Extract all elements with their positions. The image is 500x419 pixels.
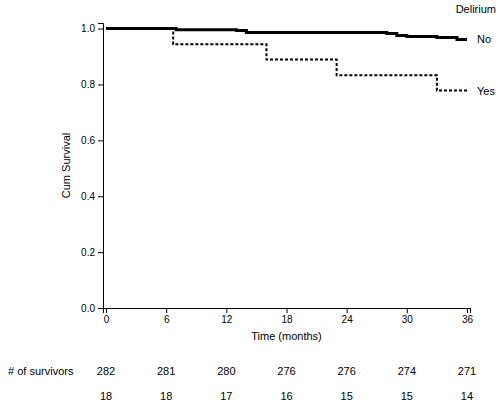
x-tick-mark: [347, 308, 348, 313]
legend-title: Delirium: [456, 3, 496, 15]
y-tick-label: 0.0: [81, 303, 95, 314]
x-tick: 30: [402, 308, 414, 325]
x-tick-label: 36: [462, 314, 474, 325]
at-risk-count: 271: [458, 365, 476, 377]
legend-entry: Yes: [477, 85, 495, 97]
x-tick-label: 24: [342, 314, 354, 325]
y-tick: 0.4: [81, 191, 103, 202]
x-tick: 36: [462, 308, 474, 325]
at-risk-count: 15: [341, 390, 353, 402]
y-tick: 0.2: [81, 247, 103, 258]
x-axis-title: Time (months): [251, 330, 322, 342]
x-tick: 0: [104, 308, 110, 325]
at-risk-count: 14: [461, 390, 473, 402]
y-axis-line: [98, 24, 104, 309]
y-axis-title: Cum Survival: [60, 133, 72, 198]
y-tick: 0.8: [81, 79, 103, 90]
at-risk-label: # of survivors: [8, 365, 74, 377]
x-tick-mark: [407, 308, 408, 313]
y-tick: 0.6: [81, 135, 103, 146]
y-tick-mark: [98, 84, 103, 85]
x-tick-mark: [467, 308, 468, 313]
y-tick-label: 0.4: [81, 191, 95, 202]
x-tick-mark: [287, 308, 288, 313]
at-risk-count: 280: [217, 365, 235, 377]
y-tick-label: 0.6: [81, 135, 95, 146]
x-tick-label: 0: [104, 314, 110, 325]
legend-entry: No: [477, 33, 491, 45]
y-tick: 1.0: [81, 23, 103, 34]
x-tick-mark: [226, 308, 227, 313]
y-tick: 0.0: [81, 303, 103, 314]
at-risk-count: 18: [100, 390, 112, 402]
at-risk-count: 16: [280, 390, 292, 402]
at-risk-count: 276: [337, 365, 355, 377]
x-tick-label: 6: [164, 314, 170, 325]
x-tick-mark: [106, 308, 107, 313]
y-tick-label: 0.8: [81, 79, 95, 90]
y-tick-mark: [98, 196, 103, 197]
x-tick: 24: [342, 308, 354, 325]
x-axis: 0 6 12 18 24 30 36: [104, 308, 474, 325]
at-risk-count: 282: [97, 365, 115, 377]
y-tick-mark: [98, 308, 103, 309]
y-tick-mark: [98, 140, 103, 141]
x-tick: 12: [221, 308, 233, 325]
at-risk-count: 15: [401, 390, 413, 402]
y-tick-mark: [98, 29, 103, 30]
at-risk-count: 276: [277, 365, 295, 377]
x-tick-mark: [166, 308, 167, 313]
at-risk-count: 18: [160, 390, 172, 402]
y-tick-mark: [98, 252, 103, 253]
at-risk-count: 281: [157, 365, 175, 377]
y-tick-label: 0.2: [81, 247, 95, 258]
x-tick-label: 12: [221, 314, 233, 325]
x-tick-label: 18: [281, 314, 293, 325]
chart: 0 6 12 18 24 30 36 0.0 0.2 0.4 0.6 0.8 1.0 Time (mont…: [0, 0, 500, 419]
x-tick: 18: [281, 308, 293, 325]
x-tick-label: 30: [402, 314, 414, 325]
x-axis-line: [104, 309, 471, 314]
at-risk-count: 274: [398, 365, 416, 377]
y-tick-label: 1.0: [81, 23, 95, 34]
plot-area: [106, 29, 467, 91]
y-axis: 0.0 0.2 0.4 0.6 0.8 1.0: [81, 23, 103, 313]
at-risk-count: 17: [220, 390, 232, 402]
survival-line: [106, 29, 467, 91]
survival-line: [106, 29, 467, 40]
x-tick: 6: [164, 308, 170, 325]
